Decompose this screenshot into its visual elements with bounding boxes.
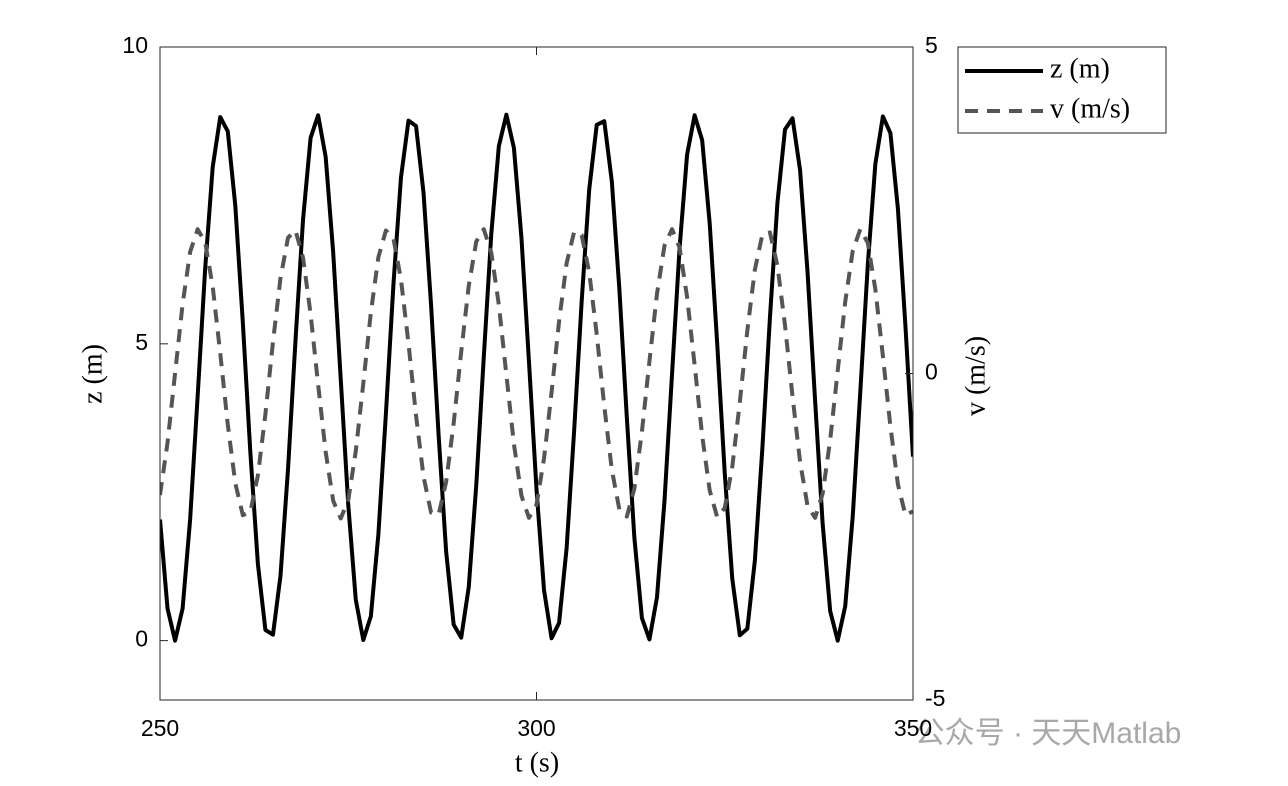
legend-label: v (m/s) — [1050, 93, 1130, 124]
watermark: 公众号 · 天天Matlab — [915, 717, 1182, 750]
x-axis-label: t (s) — [515, 747, 559, 778]
y2-tick-label: -5 — [925, 685, 945, 711]
y-tick-label: 5 — [135, 329, 148, 355]
y-axis-label: z (m) — [77, 344, 108, 404]
x-tick-label: 300 — [517, 715, 555, 741]
y2-tick-label: 0 — [925, 359, 938, 385]
y-tick-label: 0 — [135, 626, 148, 652]
x-tick-label: 250 — [141, 715, 179, 741]
legend-label: z (m) — [1050, 53, 1110, 84]
y-tick-label: 10 — [122, 32, 148, 58]
x-tick-label: 350 — [894, 715, 932, 741]
y2-axis-label: v (m/s) — [960, 336, 991, 416]
legend-box — [957, 46, 1167, 134]
y2-tick-label: 5 — [925, 32, 938, 58]
data-line — [160, 112, 913, 643]
data-line — [160, 227, 913, 521]
